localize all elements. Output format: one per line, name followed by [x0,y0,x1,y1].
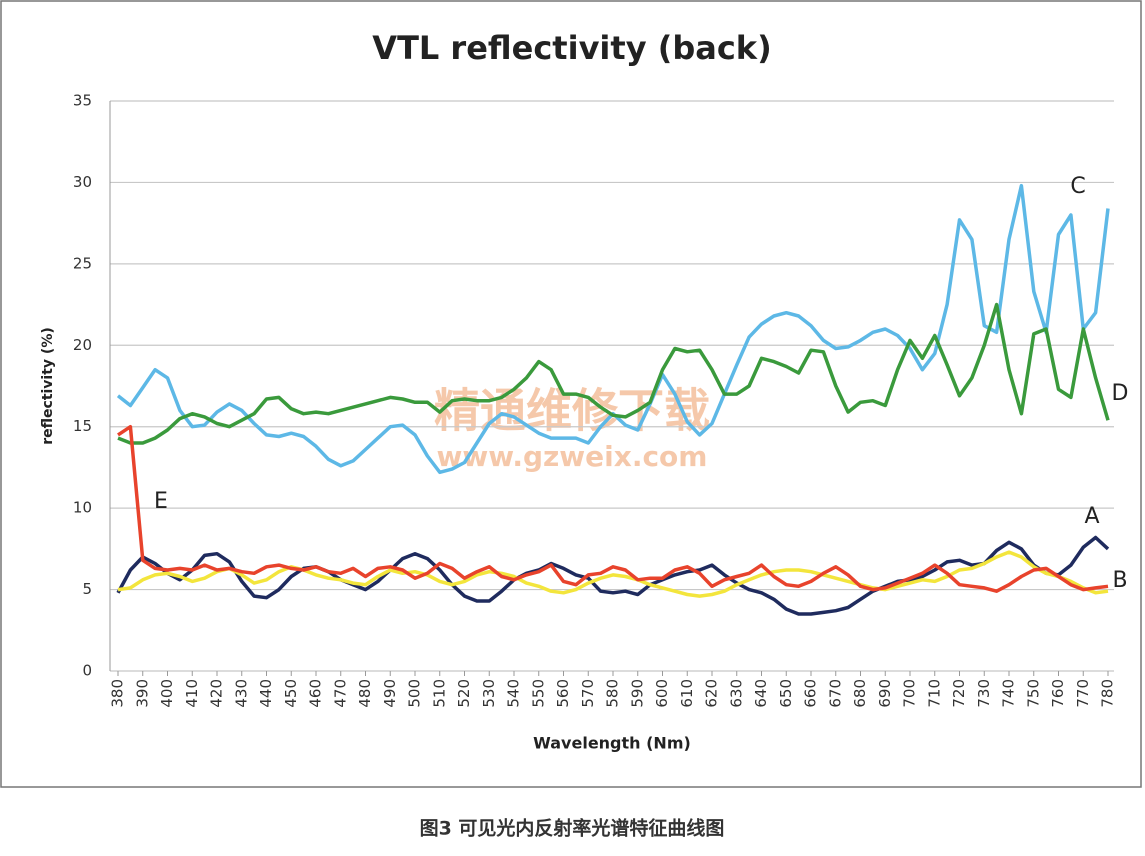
y-tick-label: 30 [73,173,92,191]
x-tick-label: 470 [331,679,349,708]
x-tick-label: 490 [381,679,399,708]
x-tick-label: 670 [826,679,844,708]
x-tick-label: 780 [1099,679,1117,708]
series-line [117,302,1110,445]
x-tick-label: 520 [455,679,473,708]
x-axis-label: Wavelength (Nm) [533,734,691,753]
x-tick-label: 710 [925,679,943,708]
x-tick-label: 570 [579,679,597,708]
x-tick-label: 600 [653,679,671,708]
x-tick-label: 700 [901,679,919,708]
x-tick-label: 550 [529,679,547,708]
series-label: C [1070,174,1085,199]
series-line [117,550,1109,598]
series-line [117,424,1109,593]
x-tick-label: 460 [307,679,325,708]
x-tick-label: 500 [406,679,424,708]
series-label: E [154,489,168,514]
x-tick-label: 620 [703,679,721,708]
x-tick-label: 630 [727,679,745,708]
y-tick-label: 25 [73,254,92,272]
series-line [116,535,1110,616]
y-tick-label: 35 [73,92,92,110]
x-tick-label: 740 [1000,679,1018,708]
x-tick-label: 380 [109,679,127,708]
x-tick-label: 450 [282,679,300,708]
x-tick-label: 400 [158,679,176,708]
x-tick-label: 580 [604,679,622,708]
x-tick-label: 730 [975,679,993,708]
x-tick-label: 530 [480,679,498,708]
x-tick-label: 690 [876,679,894,708]
x-tick-label: 390 [133,679,151,708]
x-tick-label: 410 [183,679,201,708]
watermark: 精通维修下载 [434,384,710,438]
x-tick-label: 640 [752,679,770,708]
series-label: D [1112,381,1129,406]
series-label: A [1084,504,1099,529]
x-tick-label: 770 [1074,679,1092,708]
chart-title: VTL reflectivity (back) [372,29,771,67]
x-tick-label: 480 [356,679,374,708]
y-axis-label: reflectivity (%) [40,327,56,445]
x-tick-label: 660 [802,679,820,708]
x-tick-label: 440 [257,679,275,708]
x-tick-label: 510 [430,679,448,708]
x-tick-label: 430 [232,679,250,708]
y-tick-label: 0 [82,662,92,680]
x-tick-label: 590 [628,679,646,708]
y-tick-label: 10 [73,499,92,517]
x-tick-label: 760 [1049,679,1067,708]
x-tick-label: 540 [505,679,523,708]
series-label: B [1112,568,1127,593]
x-tick-label: 610 [678,679,696,708]
watermark: www.gzweix.com [437,440,708,473]
x-tick-label: 650 [777,679,795,708]
caption: 图3 可见光内反射率光谱特征曲线图 [420,817,725,840]
x-tick-label: 750 [1024,679,1042,708]
y-tick-label: 15 [73,417,92,435]
y-tick-label: 5 [82,580,92,598]
x-tick-label: 560 [554,679,572,708]
x-tick-label: 420 [208,679,226,708]
x-tick-label: 720 [950,679,968,708]
y-tick-label: 20 [73,336,92,354]
x-tick-label: 680 [851,679,869,708]
